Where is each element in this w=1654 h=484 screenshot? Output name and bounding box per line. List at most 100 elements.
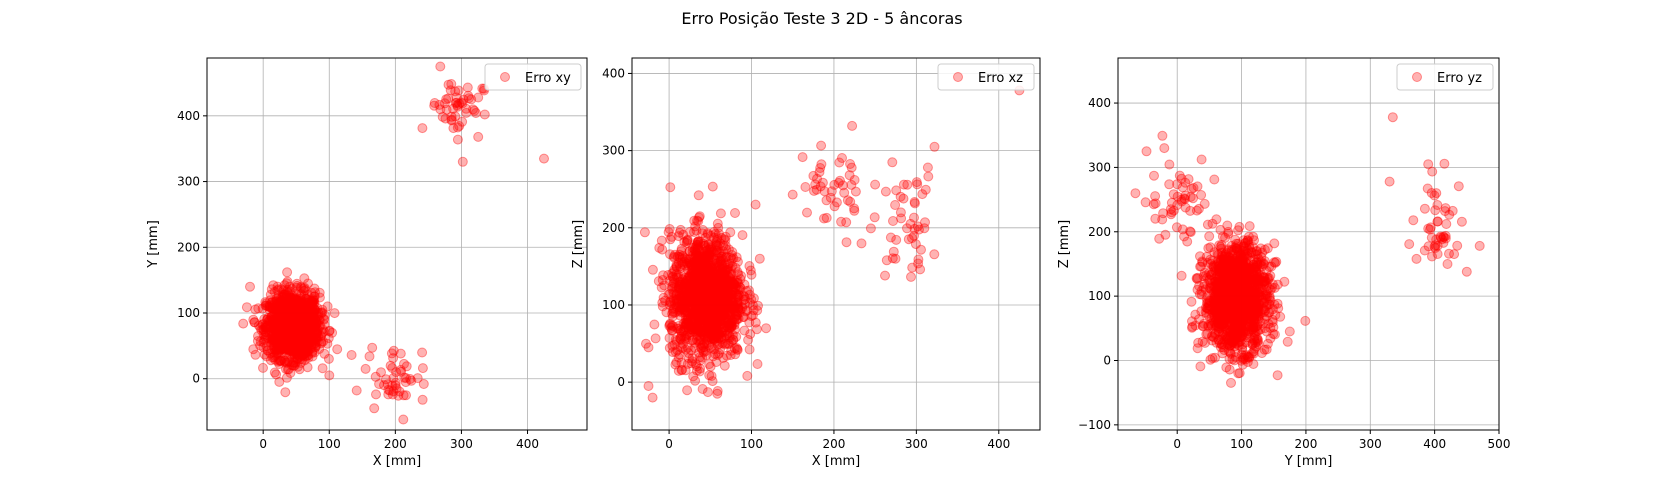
data-point [290, 310, 301, 321]
data-point [286, 360, 297, 371]
data-point [693, 287, 704, 298]
data-point [694, 245, 705, 256]
data-point [288, 295, 299, 306]
data-point [277, 322, 288, 333]
data-point [721, 320, 732, 331]
data-point [744, 297, 755, 308]
data-point [692, 326, 703, 337]
data-point [834, 157, 845, 168]
data-point [271, 336, 282, 347]
data-point [275, 340, 286, 351]
data-point [282, 325, 293, 336]
data-point [1196, 285, 1207, 296]
data-point [710, 325, 721, 335]
data-point [711, 239, 722, 250]
data-point [710, 268, 721, 279]
data-point [294, 364, 305, 375]
data-point [654, 242, 665, 253]
data-point [283, 316, 294, 327]
data-point [469, 105, 480, 116]
data-point [273, 308, 284, 318]
data-point [719, 305, 730, 316]
data-point [719, 326, 730, 337]
data-point [283, 356, 294, 367]
data-point [300, 314, 310, 325]
data-point [692, 294, 702, 305]
data-point [713, 326, 724, 337]
data-point [301, 312, 312, 323]
data-point [713, 312, 724, 323]
data-point [710, 228, 721, 239]
data-point [371, 389, 381, 400]
data-point [711, 313, 722, 324]
data-point [687, 313, 698, 323]
data-point [703, 322, 714, 333]
data-point [285, 310, 296, 321]
data-point [701, 291, 712, 302]
data-point [710, 348, 721, 359]
data-point [283, 321, 294, 332]
data-point [705, 280, 716, 291]
data-point [279, 313, 290, 324]
data-point [279, 324, 290, 335]
data-point [1244, 221, 1255, 232]
data-point [713, 333, 724, 344]
data-point [685, 312, 696, 323]
data-point [299, 329, 310, 340]
data-point [292, 325, 303, 336]
x-tick-label: 0 [259, 437, 267, 451]
data-point [724, 276, 735, 287]
data-point [303, 331, 314, 342]
data-point [296, 303, 307, 314]
data-point [304, 314, 315, 324]
data-point [289, 293, 300, 304]
data-point [285, 330, 296, 341]
data-point [294, 343, 305, 354]
data-point [693, 283, 704, 294]
data-point [317, 307, 328, 318]
data-point [379, 380, 389, 391]
data-point [286, 329, 297, 340]
y-axis-label: Z [mm] [571, 220, 586, 269]
data-point [312, 328, 323, 339]
data-point [693, 239, 703, 250]
data-point [452, 122, 463, 133]
data-point [699, 309, 710, 320]
data-point [721, 290, 732, 301]
data-point [708, 310, 719, 321]
data-point [291, 336, 302, 346]
data-point [288, 326, 299, 337]
data-point [287, 320, 298, 331]
data-point [282, 364, 293, 375]
data-point [668, 294, 679, 305]
data-point [706, 318, 717, 329]
data-point [281, 347, 292, 358]
data-point [289, 314, 300, 325]
data-point [284, 325, 295, 336]
data-point [299, 282, 310, 293]
data-point [285, 304, 296, 315]
data-point [300, 314, 310, 325]
data-point [291, 320, 302, 331]
data-point [298, 347, 309, 358]
data-point [724, 299, 735, 310]
data-point [715, 315, 726, 326]
data-point [387, 380, 398, 391]
data-point [311, 332, 322, 343]
data-point [269, 347, 280, 358]
data-point [288, 330, 298, 341]
data-point [689, 227, 699, 237]
data-point [295, 304, 306, 315]
data-point [734, 284, 745, 295]
data-point [1258, 290, 1269, 301]
data-point [710, 290, 721, 300]
data-point [284, 341, 295, 352]
data-point [299, 315, 310, 326]
data-point [719, 322, 730, 333]
scatter-points [639, 85, 1025, 403]
data-point [271, 345, 282, 356]
data-point [673, 231, 684, 242]
data-point [1384, 176, 1395, 187]
data-point [733, 269, 744, 280]
data-point [300, 314, 311, 325]
